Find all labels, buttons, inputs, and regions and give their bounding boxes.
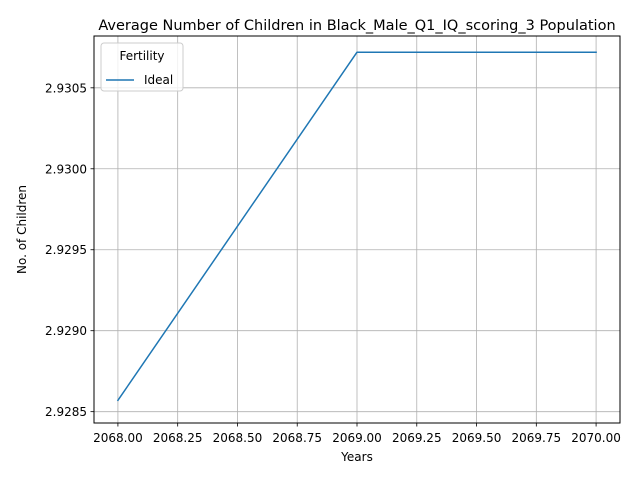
x-tick-label: 2068.50	[213, 431, 263, 445]
x-tick-label: 2070.00	[571, 431, 621, 445]
x-tick-label: 2069.75	[512, 431, 562, 445]
y-axis-ticks: 2.9285 2.9290 2.9295 2.9300 2.9305	[45, 81, 94, 419]
grid	[94, 36, 620, 423]
x-axis-ticks: 2068.00 2068.25 2068.50 2068.75 2069.00 2069.…	[93, 423, 621, 445]
x-tick-label: 2069.00	[332, 431, 382, 445]
x-tick-label: 2069.25	[392, 431, 442, 445]
y-tick-label: 2.9300	[45, 162, 87, 176]
x-axis-label: Years	[340, 450, 373, 464]
y-tick-label: 2.9290	[45, 324, 87, 338]
series-layer	[116, 51, 597, 402]
y-tick-label: 2.9305	[45, 81, 87, 95]
legend-box	[100, 42, 184, 92]
y-tick-label: 2.9285	[45, 405, 87, 419]
legend-label-ideal: Ideal	[144, 73, 173, 87]
legend: Fertility Ideal	[100, 42, 184, 92]
legend-title: Fertility	[119, 49, 164, 63]
x-tick-label: 2069.50	[452, 431, 502, 445]
y-tick-label: 2.9295	[45, 243, 87, 257]
x-tick-label: 2068.75	[272, 431, 322, 445]
x-tick-label: 2068.00	[93, 431, 143, 445]
y-axis-label: No. of Children	[15, 185, 29, 274]
chart-title: Average Number of Children in Black_Male…	[98, 18, 615, 34]
series-line-ideal	[116, 51, 597, 402]
x-tick-label: 2068.25	[153, 431, 203, 445]
